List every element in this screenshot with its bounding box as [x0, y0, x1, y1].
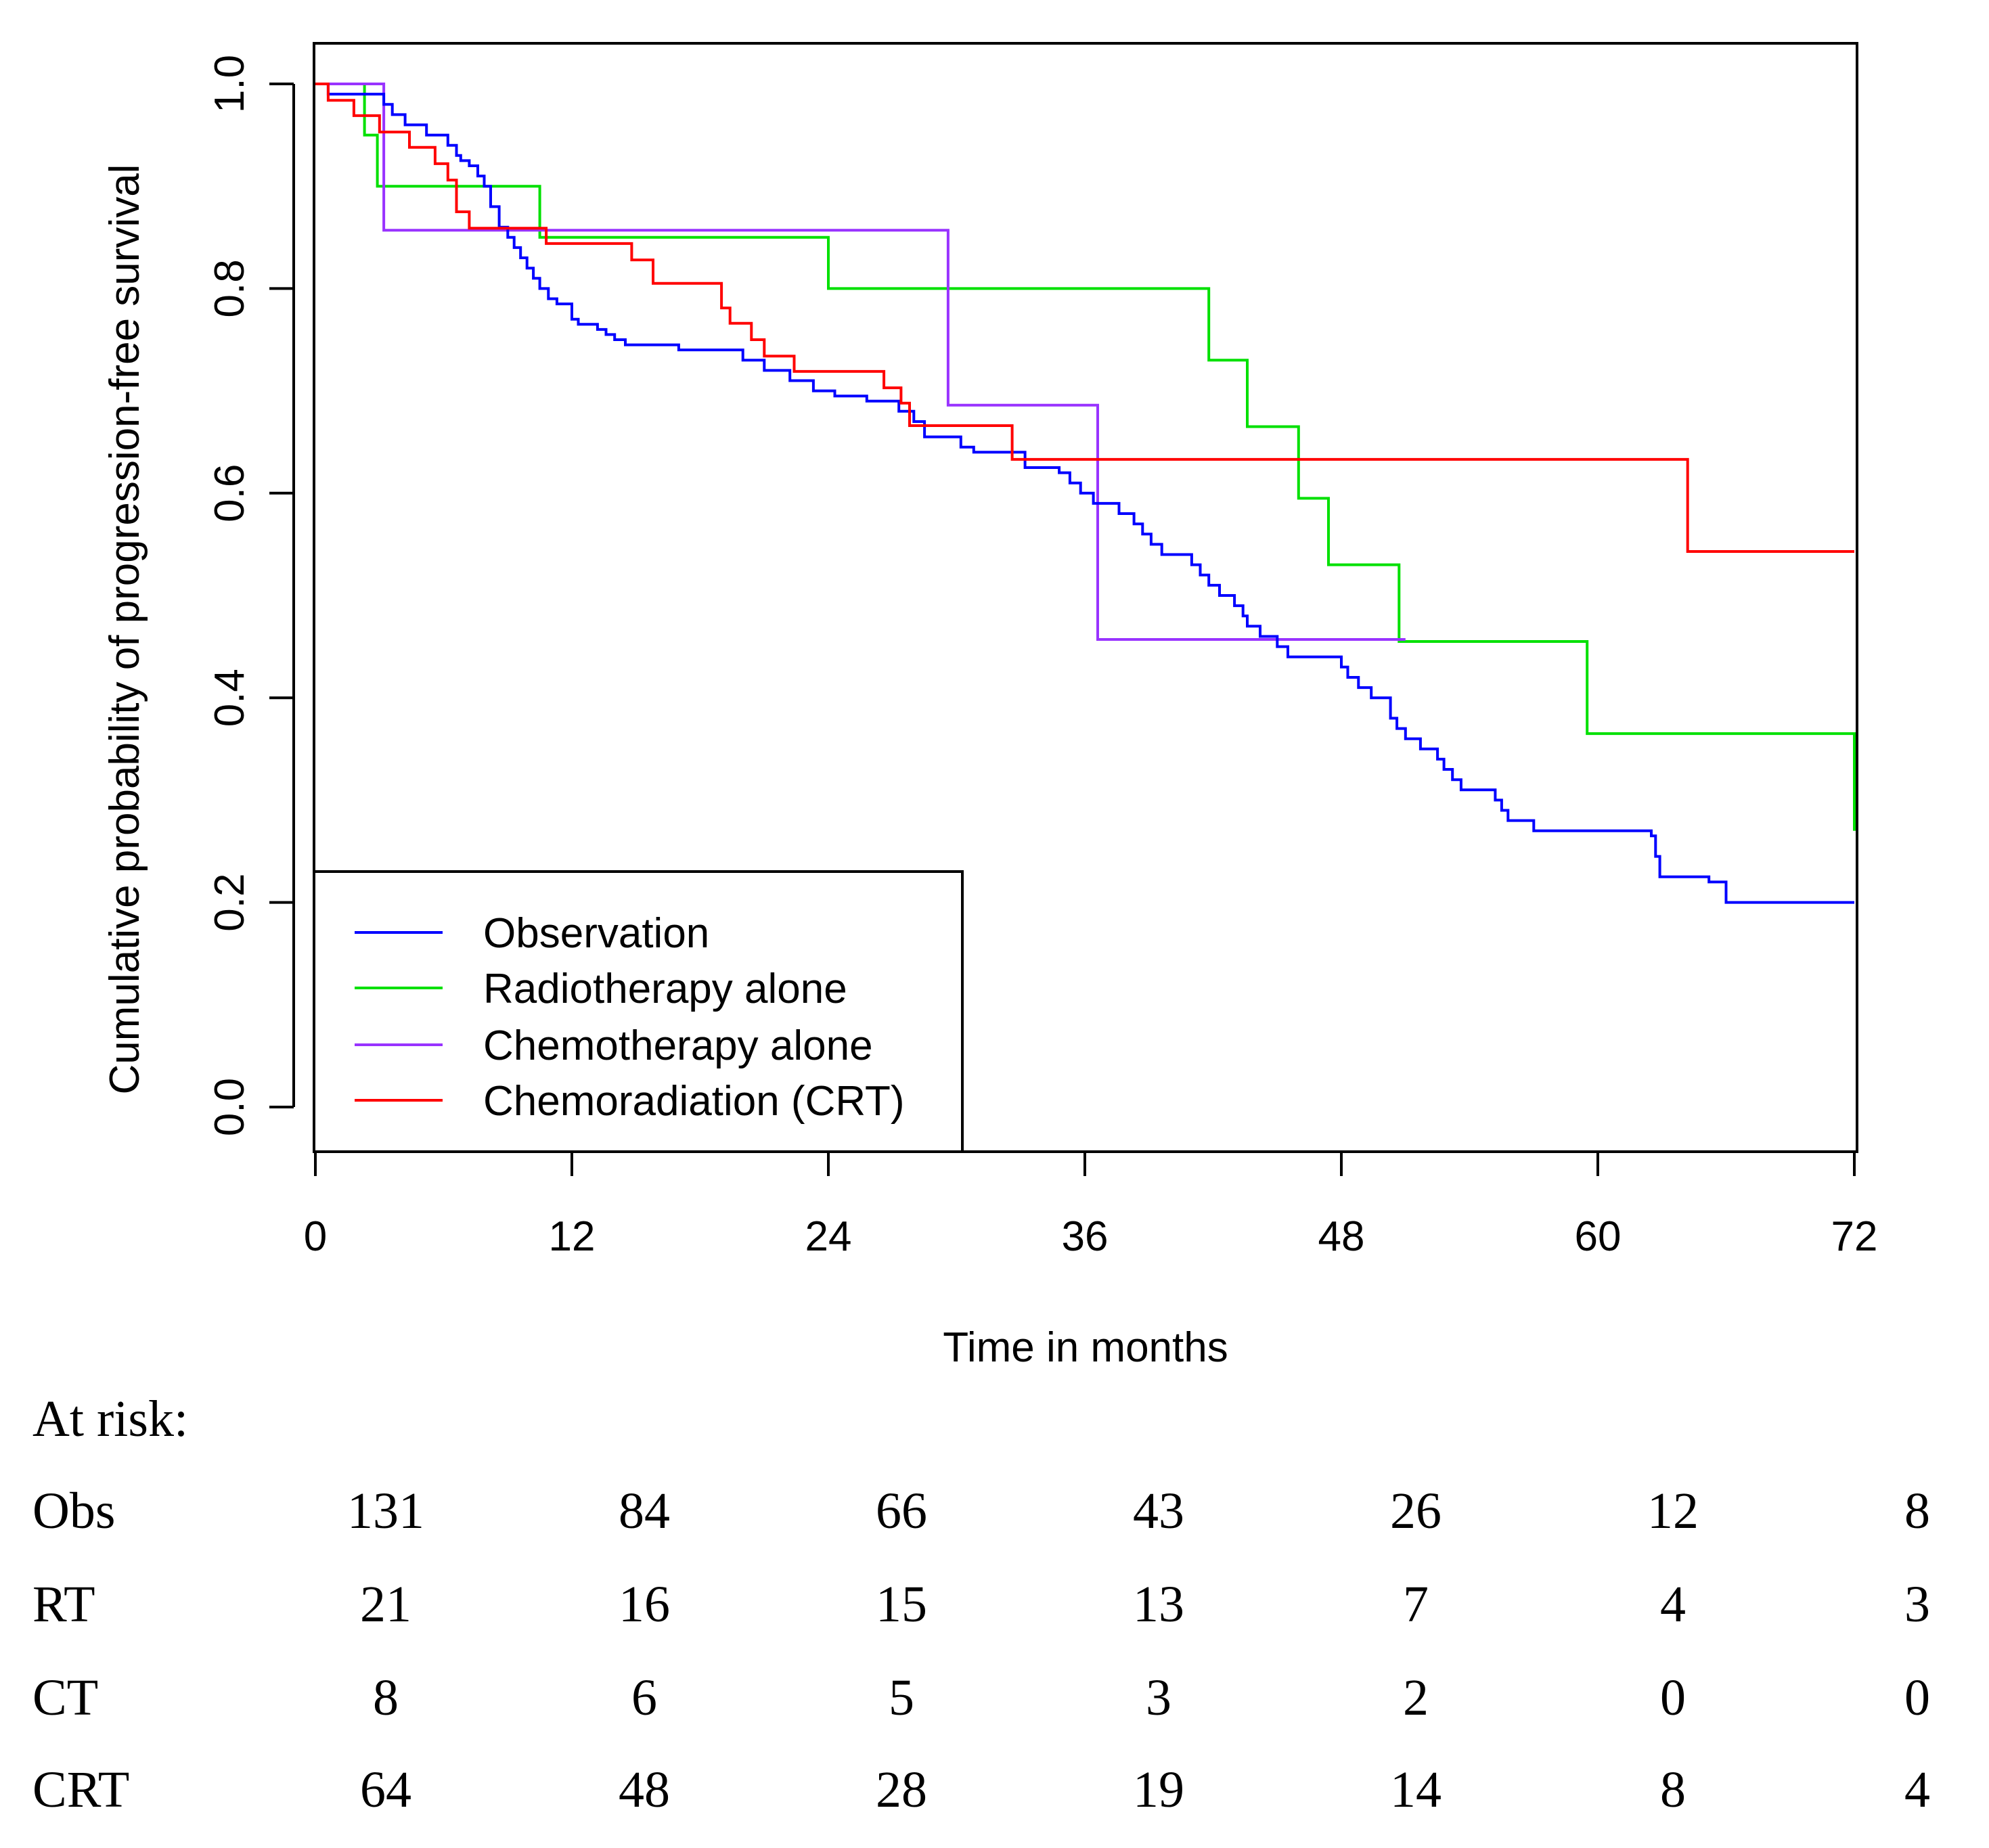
x-axis-ticks: 0 12 24 36 48 60 72 — [304, 1152, 1878, 1260]
at-risk-row-label: Obs — [32, 1483, 115, 1539]
y-axis-title: Cumulative probability of progression-fr… — [102, 164, 148, 1095]
x-tick-label: 48 — [1318, 1213, 1365, 1260]
at-risk-table: At risk: Obs 131 84 66 43 26 12 8RT 21 16 15 13 7 4 3C… — [32, 1391, 1930, 1818]
at-risk-row-label: CRT — [32, 1761, 129, 1818]
x-tick-label: 0 — [304, 1213, 327, 1260]
y-tick-label: 1.0 — [206, 55, 253, 113]
series-line-chemotherapy-alone — [315, 83, 1406, 641]
at-risk-value: 21 — [360, 1576, 411, 1633]
survival-curves — [315, 83, 1856, 904]
at-risk-value: 8 — [1904, 1483, 1930, 1539]
at-risk-value: 64 — [360, 1761, 411, 1818]
series-line-radiotherapy-alone — [315, 83, 1856, 831]
legend-items: Observation Radiotherapy alone Chemotherap… — [355, 910, 905, 1125]
y-tick-label: 0.4 — [206, 669, 253, 727]
series-line-chemoradiation-crt — [315, 83, 1854, 553]
at-risk-value: 7 — [1403, 1576, 1429, 1633]
legend-box — [313, 870, 964, 1153]
y-tick-label: 0.8 — [206, 259, 253, 317]
at-risk-value: 66 — [876, 1483, 927, 1539]
at-risk-value: 16 — [619, 1576, 670, 1633]
at-risk-value: 4 — [1660, 1576, 1686, 1633]
legend-label: Observation — [483, 910, 709, 957]
at-risk-value: 2 — [1403, 1669, 1429, 1726]
at-risk-value: 28 — [876, 1761, 927, 1818]
at-risk-value: 4 — [1904, 1761, 1930, 1818]
at-risk-value: 48 — [619, 1761, 670, 1818]
at-risk-value: 43 — [1133, 1483, 1184, 1539]
y-axis-ticks: 0.0 0.2 0.4 0.6 0.8 1.0 — [206, 55, 294, 1136]
legend-label: Chemoradiation (CRT) — [483, 1078, 905, 1125]
at-risk-row-label: RT — [32, 1576, 95, 1633]
at-risk-value: 8 — [373, 1669, 399, 1726]
x-tick-label: 72 — [1831, 1213, 1878, 1260]
y-tick-label: 0.6 — [206, 464, 253, 522]
at-risk-value: 84 — [619, 1483, 670, 1539]
at-risk-value: 6 — [631, 1669, 657, 1726]
at-risk-rows: Obs 131 84 66 43 26 12 8RT 21 16 15 13 7 4 3CT 8 6 5 3 2 0 0C… — [32, 1483, 1930, 1818]
legend: Observation Radiotherapy alone Chemotherap… — [313, 870, 964, 1153]
x-axis-title: Time in months — [943, 1324, 1228, 1371]
x-tick-label: 60 — [1575, 1213, 1622, 1260]
legend-label: Radiotherapy alone — [483, 966, 847, 1012]
at-risk-value: 26 — [1390, 1483, 1442, 1539]
legend-label: Chemotherapy alone — [483, 1022, 873, 1069]
at-risk-value: 8 — [1660, 1761, 1686, 1818]
at-risk-value: 0 — [1660, 1669, 1686, 1726]
y-axis: 0.0 0.2 0.4 0.6 0.8 1.0 Cumulative probabilit… — [102, 55, 295, 1136]
at-risk-value: 19 — [1133, 1761, 1184, 1818]
at-risk-row-label: CT — [32, 1669, 98, 1726]
y-tick-label: 0.0 — [206, 1078, 253, 1136]
at-risk-value: 12 — [1647, 1483, 1699, 1539]
at-risk-value: 3 — [1904, 1576, 1930, 1633]
x-tick-label: 36 — [1062, 1213, 1109, 1260]
x-tick-label: 24 — [805, 1213, 852, 1260]
at-risk-value: 3 — [1146, 1669, 1171, 1726]
at-risk-value: 5 — [889, 1669, 914, 1726]
at-risk-value: 0 — [1904, 1669, 1930, 1726]
at-risk-value: 15 — [876, 1576, 927, 1633]
y-tick-label: 0.2 — [206, 873, 253, 931]
at-risk-value: 14 — [1390, 1761, 1442, 1818]
x-tick-label: 12 — [549, 1213, 596, 1260]
at-risk-title: At risk: — [32, 1391, 188, 1447]
at-risk-value: 13 — [1133, 1576, 1184, 1633]
at-risk-value: 131 — [347, 1483, 424, 1539]
